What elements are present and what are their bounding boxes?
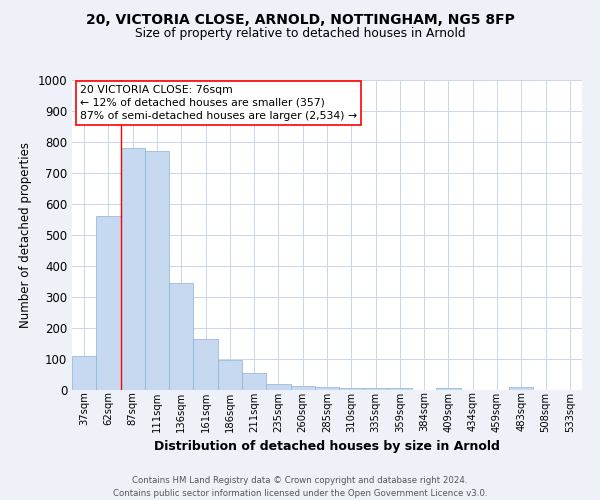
Bar <box>72 356 96 390</box>
Bar <box>315 387 339 390</box>
Bar <box>509 387 533 390</box>
Bar <box>145 152 169 390</box>
Text: Size of property relative to detached houses in Arnold: Size of property relative to detached ho… <box>134 28 466 40</box>
Bar <box>193 340 218 390</box>
Text: 20, VICTORIA CLOSE, ARNOLD, NOTTINGHAM, NG5 8FP: 20, VICTORIA CLOSE, ARNOLD, NOTTINGHAM, … <box>86 12 514 26</box>
Bar <box>436 388 461 390</box>
Bar <box>218 360 242 390</box>
Bar <box>121 148 145 390</box>
Bar <box>96 216 121 390</box>
Bar <box>169 283 193 390</box>
Bar <box>388 388 412 390</box>
Y-axis label: Number of detached properties: Number of detached properties <box>19 142 32 328</box>
Bar <box>339 388 364 390</box>
Bar <box>364 388 388 390</box>
Bar <box>242 373 266 390</box>
X-axis label: Distribution of detached houses by size in Arnold: Distribution of detached houses by size … <box>154 440 500 453</box>
Bar <box>266 384 290 390</box>
Text: 20 VICTORIA CLOSE: 76sqm
← 12% of detached houses are smaller (357)
87% of semi-: 20 VICTORIA CLOSE: 76sqm ← 12% of detach… <box>80 84 357 121</box>
Bar <box>290 386 315 390</box>
Text: Contains HM Land Registry data © Crown copyright and database right 2024.
Contai: Contains HM Land Registry data © Crown c… <box>113 476 487 498</box>
